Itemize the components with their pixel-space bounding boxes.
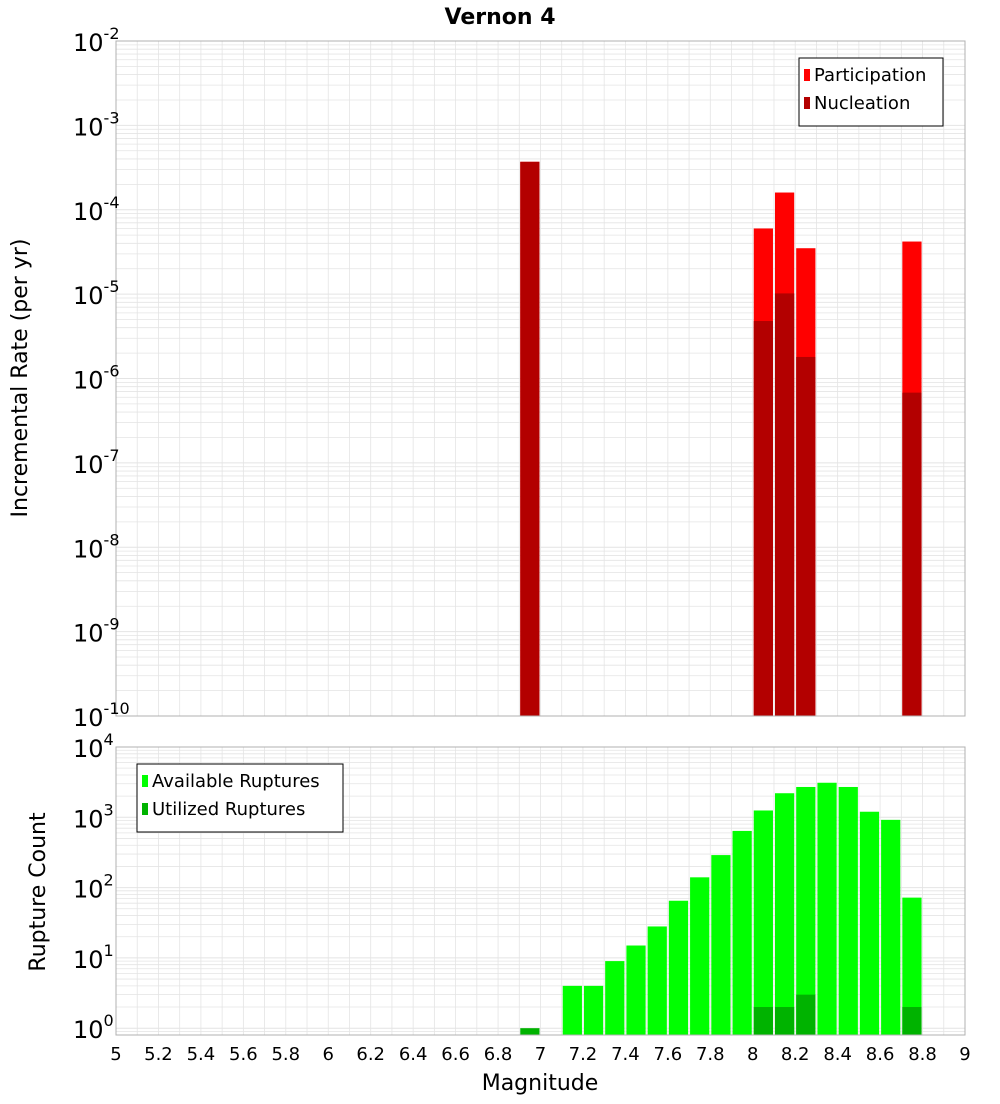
bottom-legend-box <box>136 763 344 833</box>
x-tick-label: 7.4 <box>611 1044 640 1065</box>
top-legend-swatch <box>804 97 810 109</box>
x-tick-label: 8.8 <box>908 1044 937 1065</box>
x-tick-label: 7.8 <box>696 1044 725 1065</box>
bottom-bar-available-ruptures <box>647 926 667 1035</box>
top-y-tick-label: 10-10 <box>73 699 130 732</box>
top-y-tick-label: 10-6 <box>73 362 120 395</box>
top-plot-frame <box>115 40 966 717</box>
top-bar-nucleation <box>902 392 922 716</box>
top-y-tick-label: 10-9 <box>73 615 120 648</box>
bottom-plot-frame <box>115 746 966 1036</box>
bottom-bar-available-ruptures <box>774 793 795 1035</box>
bottom-panel: 100 101 102 103 104 Available Ruptures Utilize… <box>73 730 966 1044</box>
x-axis-ticks: 5 5.2 5.4 5.6 5.8 6 6.2 6.4 6.6 6.8 7 7.2 7.4 7.6 7.8 8… <box>110 1044 970 1065</box>
bottom-bar-available-ruptures <box>711 855 731 1035</box>
top-panel: 10-10 10-9 10-8 10-7 10-6 10-5 10-4 10-3 10-2 Par… <box>73 24 966 732</box>
x-axis-label: Magnitude <box>482 1071 599 1096</box>
top-legend-label: Nucleation <box>814 93 910 114</box>
x-tick-label: 5.2 <box>144 1044 173 1065</box>
bottom-y-tick-label: 100 <box>73 1011 114 1044</box>
top-y-tick-label: 10-3 <box>73 108 120 141</box>
top-bar-nucleation <box>774 293 795 716</box>
bottom-bar-utilized-ruptures <box>753 1007 773 1035</box>
top-bar-nucleation <box>796 356 816 716</box>
bottom-y-tick-label: 102 <box>73 871 114 904</box>
top-y-tick-label: 10-2 <box>73 24 120 57</box>
x-tick-label: 5.4 <box>187 1044 216 1065</box>
bottom-bar-utilized-ruptures <box>774 1007 795 1035</box>
top-y-tick-label: 10-5 <box>73 277 120 310</box>
bottom-bar-available-ruptures <box>753 810 773 1035</box>
top-bar-nucleation <box>520 161 540 716</box>
x-tick-label: 5.6 <box>229 1044 258 1065</box>
top-legend-swatch <box>804 69 810 81</box>
chart-title: Vernon 4 <box>445 5 556 30</box>
x-tick-label: 6.4 <box>399 1044 428 1065</box>
x-tick-label: 6.8 <box>484 1044 513 1065</box>
bottom-bar-available-ruptures <box>881 819 901 1035</box>
top-legend-label: Participation <box>814 65 926 86</box>
x-tick-label: 5.8 <box>271 1044 300 1065</box>
bottom-legend-label: Available Ruptures <box>152 771 320 792</box>
bottom-y-tick-label: 103 <box>73 800 114 833</box>
x-tick-label: 7.6 <box>654 1044 683 1065</box>
top-panel-y-axis-label: Incremental Rate (per yr) <box>8 239 33 518</box>
bottom-legend-swatch <box>142 775 148 787</box>
x-tick-label: 8.2 <box>781 1044 810 1065</box>
x-tick-label: 8.6 <box>866 1044 895 1065</box>
bottom-bar-available-ruptures <box>626 945 646 1035</box>
bottom-bar-available-ruptures <box>859 811 880 1035</box>
top-y-tick-label: 10-4 <box>73 193 120 226</box>
bottom-bar-available-ruptures <box>605 961 625 1035</box>
top-y-tick-label: 10-7 <box>73 446 120 479</box>
bottom-bar-available-ruptures <box>562 985 582 1035</box>
x-tick-label: 6 <box>323 1044 334 1065</box>
bottom-bar-available-ruptures <box>817 782 837 1035</box>
bottom-bar-available-ruptures <box>902 897 922 1035</box>
bottom-bar-available-ruptures <box>690 877 710 1035</box>
x-tick-label: 7 <box>535 1044 546 1065</box>
top-y-tick-label: 10-8 <box>73 530 120 563</box>
bottom-bar-utilized-ruptures <box>520 1028 540 1035</box>
bottom-bar-available-ruptures <box>796 786 816 1035</box>
top-bar-nucleation <box>753 321 773 716</box>
bottom-bar-available-ruptures <box>583 985 604 1035</box>
bottom-y-tick-label: 101 <box>73 941 114 974</box>
x-tick-label: 6.6 <box>441 1044 470 1065</box>
x-tick-label: 6.2 <box>356 1044 385 1065</box>
bottom-bar-utilized-ruptures <box>902 1007 922 1035</box>
x-tick-label: 7.2 <box>569 1044 598 1065</box>
bottom-bar-available-ruptures <box>838 786 858 1035</box>
bottom-bar-available-ruptures <box>668 900 689 1035</box>
top-legend-box <box>798 57 944 127</box>
x-tick-label: 8 <box>747 1044 758 1065</box>
x-tick-label: 5 <box>110 1044 121 1065</box>
bottom-bar-available-ruptures <box>732 830 752 1035</box>
x-tick-label: 8.4 <box>823 1044 852 1065</box>
x-tick-label: 9 <box>959 1044 970 1065</box>
bottom-legend-label: Utilized Ruptures <box>152 799 305 820</box>
bottom-y-tick-label: 104 <box>73 730 114 763</box>
bottom-legend-swatch <box>142 803 148 815</box>
bottom-panel-y-axis-label: Rupture Count <box>26 812 51 972</box>
bottom-bar-utilized-ruptures <box>796 994 816 1035</box>
